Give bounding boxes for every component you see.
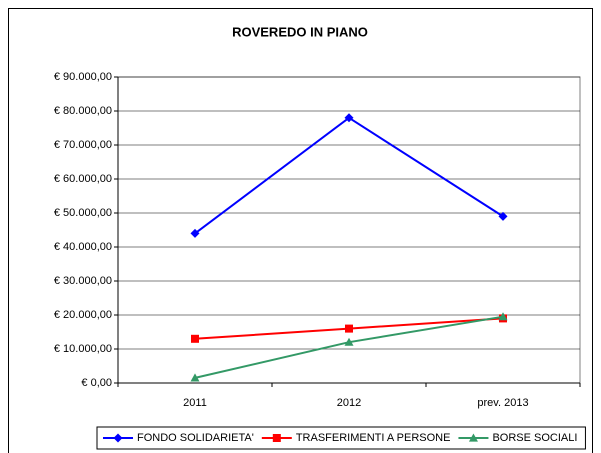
y-tick-label: € 60.000,00	[54, 173, 112, 185]
marker	[190, 373, 200, 382]
y-tick-label: € 80.000,00	[54, 105, 112, 117]
marker	[345, 324, 353, 333]
marker	[468, 433, 478, 442]
y-tick-label: € 30.000,00	[54, 275, 112, 287]
marker	[113, 433, 123, 443]
chart-title: ROVEREDO IN PIANO	[232, 24, 368, 39]
y-tick-label: € 40.000,00	[54, 241, 112, 253]
y-tick-label: € 10.000,00	[54, 343, 112, 355]
x-tick-label: prev. 2013	[477, 397, 528, 409]
y-tick-label: € 50.000,00	[54, 207, 112, 219]
legend-label: BORSE SOCIALI	[492, 432, 577, 444]
plot-area	[117, 76, 581, 384]
legend-label: FONDO SOLIDARIETA'	[137, 432, 254, 444]
x-tick-label: 2011	[183, 397, 207, 409]
legend-label: TRASFERIMENTI A PERSONE	[296, 432, 451, 444]
marker	[498, 211, 508, 221]
legend: FONDO SOLIDARIETA' TRASFERIMENTI A PERSON…	[96, 426, 586, 450]
y-tick-label: € 20.000,00	[54, 309, 112, 321]
marker	[190, 228, 200, 238]
marker	[191, 334, 199, 343]
y-tick-label: € 90.000,00	[54, 71, 112, 83]
marker	[344, 113, 354, 123]
marker	[272, 434, 281, 442]
x-tick-label: 2012	[337, 397, 361, 409]
marker	[498, 312, 508, 321]
y-tick-label: € 70.000,00	[54, 139, 112, 151]
y-tick-label: € 0,00	[81, 377, 112, 389]
marker	[344, 337, 354, 346]
legend-box	[96, 426, 586, 450]
